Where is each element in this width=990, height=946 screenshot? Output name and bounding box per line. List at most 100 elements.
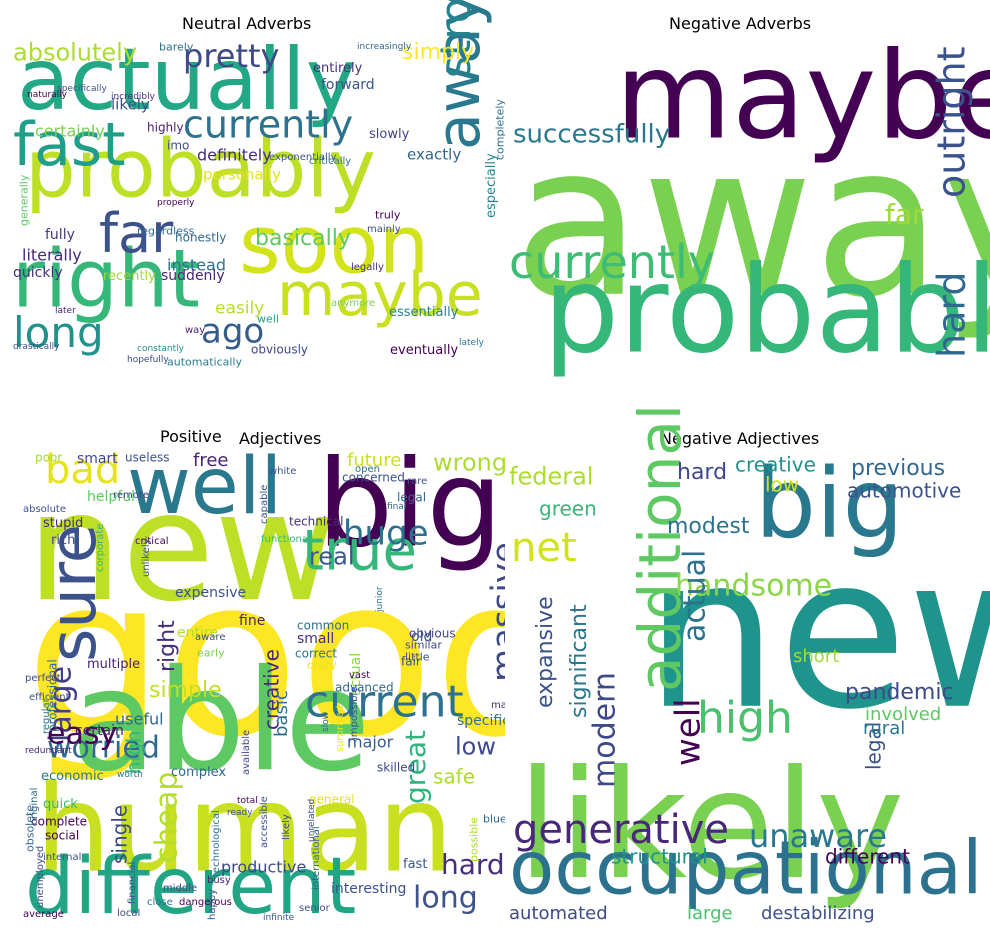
- cloud-word: handsome: [675, 568, 832, 603]
- cloud-word: big: [755, 448, 904, 560]
- cloud-word: ready: [227, 808, 253, 818]
- cloud-word: poor: [35, 450, 62, 464]
- cloud-word: net: [511, 525, 577, 571]
- cloud-word: automotive: [847, 479, 961, 503]
- cloud-word: busy: [207, 875, 231, 886]
- cloud-word: completely: [494, 99, 507, 160]
- cloud-word: absolute: [23, 504, 66, 515]
- cloud-word: likely: [281, 814, 292, 840]
- cloud-word: smart: [77, 451, 118, 467]
- cloud-word: specific: [457, 713, 510, 729]
- cloud-word: financial: [127, 862, 138, 904]
- cloud-word: sure: [37, 524, 111, 662]
- cloud-word: fast: [13, 110, 126, 180]
- cloud-word: honestly: [175, 230, 226, 244]
- cloud-word: obsolete: [24, 805, 37, 852]
- cloud-word: actual: [348, 653, 364, 696]
- cloud-word: legal: [397, 490, 426, 504]
- cloud-word: literally: [22, 245, 82, 264]
- cloud-word: average: [23, 909, 64, 920]
- cloud-word: entirely: [313, 61, 363, 76]
- cloud-word: worth: [117, 770, 143, 780]
- cloud-word: right: [12, 232, 200, 325]
- cloud-word: capable: [259, 485, 270, 524]
- cloud-word: modern: [587, 672, 622, 788]
- cloud-word: accessible: [259, 796, 270, 848]
- cloud-word: barely: [159, 41, 194, 54]
- cloud-word: great: [399, 730, 432, 804]
- cloud-word: general: [309, 792, 355, 806]
- cloud-word: ago: [201, 312, 264, 352]
- cloud-word: bad: [45, 447, 120, 493]
- cloud-word: dangerous: [179, 897, 232, 908]
- cloud-word: low: [455, 733, 496, 761]
- cloud-word: entire: [177, 625, 218, 641]
- cloud-word: long: [13, 308, 104, 357]
- cloud-word: human: [35, 761, 454, 900]
- cloud-word: slow: [321, 712, 331, 732]
- cloud-word: possible: [468, 817, 481, 862]
- cloud-word: professional: [45, 659, 59, 732]
- cloud-word: helpful: [87, 489, 135, 505]
- cloud-word: creative: [735, 453, 816, 477]
- cloud-word: short: [793, 646, 839, 667]
- cloud-word: huge: [343, 514, 429, 554]
- cloud-word: generally: [18, 174, 31, 226]
- cloud-word: perfect: [25, 673, 61, 684]
- cloud-word: common: [297, 618, 349, 632]
- cloud-word: free: [193, 450, 229, 471]
- cloud-word: real: [309, 543, 354, 571]
- cloud-word: occupational: [509, 826, 983, 912]
- cloud-word: probably: [543, 242, 990, 381]
- negative-adverbs-cloud: awaymaybe probablycurrently successfully ou…: [505, 28, 990, 381]
- cloud-word: rare: [407, 476, 427, 487]
- cloud-word: naturally: [27, 90, 68, 100]
- cloud-word: big: [317, 436, 503, 575]
- cloud-word: able: [71, 640, 371, 803]
- cloud-word: fully: [45, 227, 75, 243]
- cloud-word: soon: [239, 198, 429, 291]
- cloud-word: structural: [611, 845, 708, 869]
- cloud-word: suddenly: [161, 268, 225, 284]
- cloud-word: right: [155, 620, 180, 672]
- cloud-word: specifically: [57, 84, 108, 94]
- cloud-word: remote: [113, 490, 149, 501]
- cloud-word: constantly: [137, 344, 185, 354]
- cloud-word: new: [27, 461, 337, 635]
- cloud-word: definitely: [197, 145, 272, 164]
- cloud-word: currently: [183, 103, 353, 147]
- cloud-word: previous: [851, 456, 945, 481]
- cloud-word: modest: [667, 514, 750, 539]
- cloud-word: away: [424, 0, 494, 150]
- cloud-word: multiple: [87, 657, 140, 672]
- cloud-word: imo: [167, 138, 189, 152]
- cloud-word: different: [825, 845, 910, 869]
- cloud-word: quickly: [13, 265, 63, 281]
- cloud-word: additional: [626, 404, 694, 692]
- cloud-word: significant: [567, 604, 592, 718]
- cloud-word: major: [347, 732, 394, 751]
- cloud-word: recently: [103, 269, 156, 284]
- cloud-word: drastically: [13, 342, 60, 352]
- cloud-word: pretty: [183, 37, 279, 75]
- cloud-word: true: [302, 519, 417, 584]
- cloud-word: mainly: [367, 224, 401, 235]
- cloud-word: unaware: [749, 817, 887, 855]
- cloud-word: federal: [509, 463, 593, 491]
- cloud-word: happy: [207, 889, 218, 920]
- cloud-word: open: [355, 464, 380, 475]
- cloud-word: expensive: [175, 585, 246, 601]
- cloud-word: blue: [483, 813, 507, 826]
- cloud-word: highly: [147, 120, 184, 134]
- cloud-word: truly: [375, 209, 401, 222]
- neutral-adverbs-title: Neutral Adverbs: [182, 14, 312, 33]
- negative-adjectives-title: Negative Adjectives: [660, 429, 820, 448]
- cloud-word: properly: [157, 198, 195, 208]
- cloud-word: technological: [211, 810, 222, 877]
- cloud-word: impossible: [349, 687, 360, 740]
- cloud-word: aware: [195, 632, 225, 643]
- cloud-word: concerned: [342, 470, 405, 484]
- cloud-word: anymore: [331, 298, 375, 309]
- positive-adjectives-subtitle: Positive: [160, 427, 222, 446]
